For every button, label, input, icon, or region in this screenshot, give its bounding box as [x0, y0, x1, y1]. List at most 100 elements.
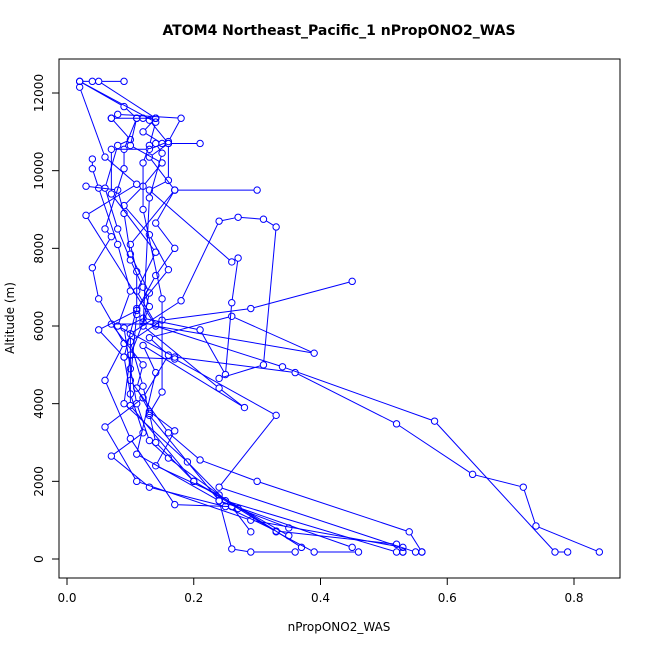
- data-point: [145, 436, 154, 445]
- series-segment: [158, 466, 217, 494]
- series-segment: [125, 207, 148, 233]
- data-point: [145, 153, 154, 161]
- series-segment: [124, 360, 131, 391]
- data-point: [139, 128, 147, 136]
- series-segment: [399, 425, 471, 473]
- data-series: [88, 155, 604, 556]
- data-point: [133, 310, 141, 319]
- data-point: [88, 155, 97, 163]
- series-segment: [130, 121, 137, 143]
- data-point: [145, 145, 154, 154]
- data-point: [215, 374, 223, 383]
- data-point: [228, 545, 236, 553]
- data-point: [75, 77, 84, 86]
- series-segment: [182, 224, 219, 298]
- series-segment: [100, 332, 123, 355]
- data-point: [247, 528, 255, 536]
- data-point: [177, 114, 185, 122]
- series-segment: [101, 82, 154, 117]
- series-segment: [170, 434, 198, 459]
- x-tick-label: 0.8: [564, 591, 583, 605]
- series-segment: [169, 120, 180, 139]
- series-segment: [137, 390, 149, 409]
- series-segment: [137, 367, 143, 385]
- y-tick-label: 0: [32, 555, 46, 563]
- data-point: [126, 135, 135, 144]
- data-point: [430, 417, 439, 425]
- series-segment: [158, 326, 311, 354]
- data-point: [82, 182, 90, 190]
- series-segment: [177, 360, 274, 415]
- series-segment: [137, 406, 149, 438]
- data-point: [215, 384, 223, 392]
- data-point: [88, 77, 97, 86]
- data-point: [82, 211, 90, 220]
- series-segment: [178, 504, 229, 507]
- x-tick-label: 0.6: [438, 591, 457, 605]
- data-point: [101, 153, 109, 161]
- data-point: [94, 295, 103, 303]
- series-segment: [538, 526, 597, 552]
- data-point: [171, 244, 179, 253]
- data-point: [418, 548, 426, 556]
- data-point: [152, 219, 160, 227]
- x-axis-label: nPropONO2_WAS: [288, 620, 391, 634]
- data-point: [177, 297, 185, 305]
- series-segment: [151, 191, 230, 261]
- series-segment: [93, 239, 111, 266]
- series-segment: [126, 319, 141, 327]
- y-tick-label: 12000: [32, 74, 46, 112]
- data-point: [348, 277, 356, 286]
- data-point: [120, 165, 128, 173]
- series-segment: [203, 460, 255, 481]
- series-segment: [121, 114, 178, 119]
- series-segment: [105, 191, 118, 226]
- data-point: [145, 141, 154, 150]
- series-segment: [253, 281, 350, 309]
- y-tick-label: 4000: [32, 388, 46, 419]
- x-tick-label: 0.0: [57, 591, 76, 605]
- series-segment: [152, 316, 229, 338]
- data-point: [259, 215, 268, 223]
- series-segment: [475, 474, 521, 487]
- data-point: [183, 458, 192, 466]
- data-point: [88, 264, 97, 272]
- series-segment: [201, 332, 225, 372]
- data-point: [272, 223, 280, 231]
- data-point: [234, 213, 242, 221]
- series-segment: [124, 216, 131, 251]
- data-point: [405, 528, 413, 536]
- series-segment: [151, 145, 166, 156]
- series-segment: [99, 191, 118, 242]
- series-segment: [436, 423, 554, 550]
- series-segment: [92, 171, 99, 186]
- series-segment: [130, 371, 137, 401]
- data-point: [114, 186, 122, 194]
- series-segment: [152, 181, 166, 189]
- series-segment: [124, 121, 136, 147]
- data-point: [215, 497, 223, 505]
- series-segment: [241, 217, 261, 220]
- data-point: [595, 548, 604, 556]
- data-point: [152, 248, 160, 256]
- series-segment: [297, 373, 394, 423]
- series-segment: [221, 389, 243, 406]
- data-point: [120, 324, 128, 332]
- data-point: [164, 429, 173, 437]
- data-point: [107, 452, 116, 460]
- chart-title: ATOM4 Northeast_Pacific_1 nPropONO2_WAS: [162, 23, 515, 39]
- series-segment: [126, 405, 186, 460]
- series-segment: [222, 487, 413, 552]
- data-point: [107, 145, 116, 154]
- series-segment: [152, 142, 166, 149]
- data-series: [101, 114, 407, 556]
- data-point: [152, 118, 160, 126]
- data-point: [101, 225, 109, 233]
- series-segment: [151, 159, 174, 188]
- data-point: [152, 320, 160, 328]
- data-series: [75, 83, 407, 552]
- data-point: [139, 205, 147, 214]
- series-segment: [151, 122, 167, 142]
- series-segment: [131, 309, 149, 353]
- series-segment: [143, 148, 149, 160]
